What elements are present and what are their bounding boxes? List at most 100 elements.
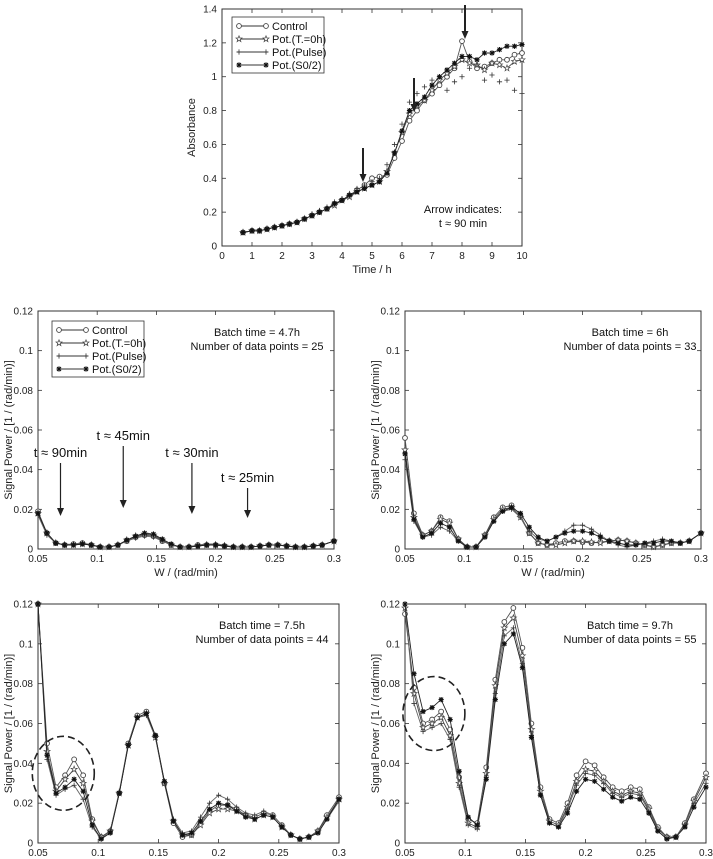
chart-2: 0.05 0.1 0.15 0.2 0.25 0.3 0 0.02 0.04 0.06 0.08 0.… xyxy=(370,307,708,580)
data-point xyxy=(582,758,589,765)
legend-marker xyxy=(56,353,62,359)
legend-marker xyxy=(236,62,242,68)
series-3 xyxy=(35,510,337,550)
data-point xyxy=(481,50,488,56)
x-tick-label: 10 xyxy=(516,251,528,262)
data-point xyxy=(659,538,666,544)
data-point xyxy=(206,800,213,806)
data-point xyxy=(455,538,461,544)
data-point xyxy=(234,808,240,814)
legend-marker xyxy=(83,366,89,372)
data-point xyxy=(642,540,648,546)
data-points: Number of data points = 44 xyxy=(196,634,329,646)
y-tick-label: 0.6 xyxy=(203,140,217,151)
data-point xyxy=(402,457,408,463)
period-arrow-head xyxy=(119,500,127,508)
batch-time: Batch time = 6h xyxy=(592,327,669,339)
annotation: Arrow indicates: xyxy=(424,204,502,216)
x-tick-label: 5 xyxy=(369,251,375,262)
data-point xyxy=(248,544,254,550)
legend-label: Control xyxy=(272,21,307,33)
data-point xyxy=(473,544,479,550)
data-point xyxy=(170,818,177,824)
data-point xyxy=(500,508,506,514)
data-point xyxy=(542,540,552,549)
data-point xyxy=(492,691,498,697)
data-point xyxy=(369,182,375,188)
data-point xyxy=(519,665,525,671)
data-point xyxy=(168,541,174,547)
x-tick-label: 0.1 xyxy=(90,554,104,565)
data-point xyxy=(591,762,598,769)
data-point xyxy=(546,820,553,826)
x-tick-label: 0.1 xyxy=(457,554,471,565)
data-point xyxy=(421,94,428,100)
data-point xyxy=(414,101,420,107)
data-point xyxy=(419,723,428,731)
data-point xyxy=(571,528,577,534)
data-point xyxy=(488,59,496,67)
data-point xyxy=(491,518,497,524)
y-tick-label: 0.12 xyxy=(381,600,401,611)
data-point xyxy=(257,543,263,549)
data-point xyxy=(406,99,413,105)
data-point xyxy=(44,530,50,536)
y-tick-label: 0.08 xyxy=(381,679,401,690)
data-point xyxy=(294,219,300,225)
data-point xyxy=(53,790,59,796)
y-tick-label: 0.02 xyxy=(14,799,34,810)
y-tick-label: 1.2 xyxy=(203,38,217,49)
data-point xyxy=(601,786,607,792)
data-point xyxy=(702,773,710,781)
chart-0: 0 1 2 3 4 5 6 7 8 9 10 0 0.2 0.4 0.6 0.8 1 1.2 1.4 Time / h… xyxy=(186,5,528,277)
data-point xyxy=(152,732,158,739)
data-point xyxy=(501,641,507,647)
data-point xyxy=(511,43,518,49)
data-point xyxy=(420,534,426,540)
y-tick-label: 0.08 xyxy=(14,679,34,690)
data-point xyxy=(239,544,245,550)
data-point xyxy=(482,534,488,540)
data-point xyxy=(459,38,465,45)
data-point xyxy=(496,47,503,53)
data-point xyxy=(438,697,444,703)
data-point xyxy=(581,765,590,773)
data-point xyxy=(361,185,368,192)
data-point xyxy=(534,538,543,547)
data-point xyxy=(583,776,589,782)
data-point xyxy=(495,60,504,69)
data-point xyxy=(619,798,625,804)
data-point xyxy=(501,633,507,639)
x-tick-label: 0.15 xyxy=(149,848,169,859)
data-point xyxy=(628,794,634,800)
period-label: t ≈ 90min xyxy=(34,445,87,460)
data-point xyxy=(668,538,674,544)
data-point xyxy=(216,792,222,798)
x-tick-label: 0.3 xyxy=(327,554,341,565)
data-point xyxy=(429,77,435,83)
legend-label: Pot.(S0/2) xyxy=(92,364,142,376)
y-tick-label: 0.06 xyxy=(381,719,401,730)
data-point xyxy=(225,802,231,808)
data-point xyxy=(143,710,149,717)
data-point xyxy=(518,55,526,64)
data-point xyxy=(306,834,312,840)
data-point xyxy=(391,150,398,156)
data-point xyxy=(125,742,131,749)
data-point xyxy=(510,605,517,611)
legend-marker xyxy=(262,34,270,43)
data-point xyxy=(411,700,417,707)
data-point xyxy=(331,201,338,207)
arrow-head xyxy=(359,174,367,182)
y-axis-label: Signal Power / [1 / (rad/min)] xyxy=(370,654,382,793)
data-point xyxy=(606,538,612,544)
data-point xyxy=(80,788,86,794)
x-tick-label: 0.25 xyxy=(636,848,656,859)
data-point xyxy=(664,836,670,842)
data-point xyxy=(384,170,390,176)
data-point xyxy=(204,542,210,548)
data-point xyxy=(62,542,68,548)
batch-time: Batch time = 7.5h xyxy=(219,620,305,632)
